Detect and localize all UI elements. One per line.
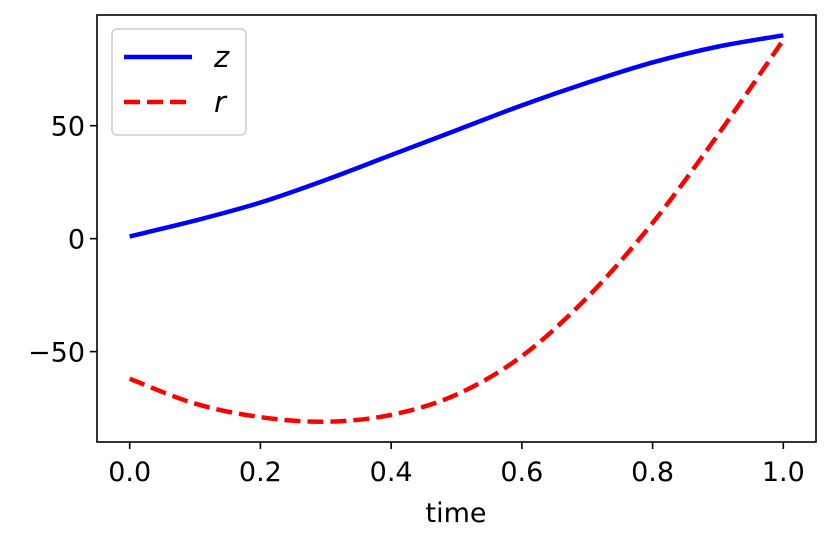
y-tick-label: −50 — [28, 338, 85, 369]
y-axis-ticks: −50 0 50 — [28, 112, 97, 369]
y-tick-label: 50 — [51, 112, 85, 143]
y-tick-label: 0 — [68, 225, 85, 256]
legend: zr — [111, 28, 247, 136]
legend-label-r: r — [214, 85, 228, 119]
series-line-z — [129, 33, 784, 239]
x-tick-label: 1.0 — [762, 457, 805, 488]
x-axis-label: time — [425, 498, 486, 529]
x-tick-label: 0.2 — [239, 457, 282, 488]
x-tick-label: 0.6 — [500, 457, 543, 488]
series-line-r — [128, 38, 786, 424]
x-tick-label: 0.0 — [108, 457, 151, 488]
legend-label-z: z — [213, 40, 230, 74]
series-layer — [128, 33, 786, 424]
x-tick-label: 0.8 — [631, 457, 674, 488]
x-tick-label: 0.4 — [370, 457, 413, 488]
x-axis-ticks: 0.0 0.2 0.4 0.6 0.8 1.0 — [108, 442, 805, 488]
plot-frame — [96, 14, 817, 443]
